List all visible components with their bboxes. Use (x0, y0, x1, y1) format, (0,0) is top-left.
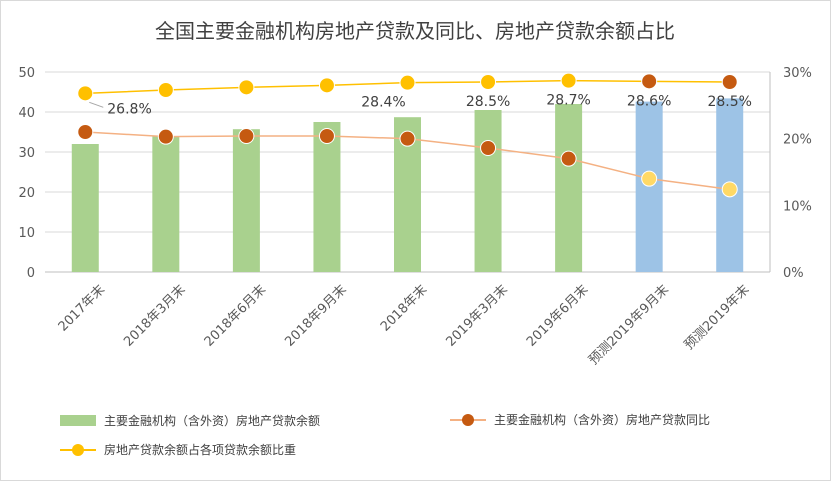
y-right-tick-label: 10% (783, 199, 812, 214)
y-right-tick-label: 20% (783, 133, 812, 148)
line-series (77, 72, 738, 198)
chart-title: 全国主要金融机构房地产贷款及同比、房地产贷款余额占比 (155, 19, 675, 43)
y-left-tick-label: 0 (27, 266, 35, 281)
point-yoy (238, 128, 255, 144)
point-share (77, 85, 94, 102)
y-left-tick-label: 30 (18, 146, 35, 161)
legend-item-loan-balance: 主要金融机构（含外资）房地产贷款余额 (60, 412, 320, 429)
y-left-tick-label: 20 (18, 186, 35, 201)
data-label: 28.7% (546, 93, 590, 109)
bar (71, 144, 99, 272)
y-right-tick-label: 30% (783, 66, 812, 81)
data-label: 28.5% (466, 94, 510, 110)
point-yoy (721, 181, 738, 198)
bar (152, 136, 180, 272)
legend-label: 房地产贷款余额占各项贷款余额比重 (104, 443, 297, 457)
data-label: 28.6% (627, 93, 671, 109)
y-left-tick-label: 10 (18, 226, 35, 241)
point-yoy (560, 150, 577, 167)
point-yoy (399, 130, 416, 147)
point-share (157, 82, 174, 98)
point-yoy (157, 128, 174, 145)
point-share (480, 74, 497, 90)
point-yoy (641, 170, 658, 187)
bar (635, 101, 663, 272)
point-share (399, 74, 416, 91)
point-share (318, 77, 335, 94)
point-share (641, 73, 658, 90)
point-yoy (77, 124, 94, 140)
y-right-tick-label: 0% (783, 266, 804, 281)
data-label-leader (89, 101, 104, 108)
bar (313, 122, 341, 272)
legend-item-loan-share: 房地产贷款余额占各项贷款余额比重 (60, 441, 296, 458)
legend-item-yoy-growth: 主要金融机构（含外资）房地产贷款同比 (450, 411, 710, 428)
point-share (560, 72, 577, 89)
bar-series (71, 98, 744, 273)
y-left-tick-label: 50 (18, 66, 35, 81)
point-yoy (480, 140, 497, 156)
point-yoy (318, 128, 335, 144)
legend-swatch-line-dot (450, 413, 486, 426)
bar (555, 104, 583, 272)
point-share (238, 79, 255, 96)
data-label: 26.8% (107, 101, 151, 117)
point-share (721, 74, 738, 90)
legend-swatch-bar (60, 415, 96, 426)
legend-label: 主要金融机构（含外资）房地产贷款余额 (104, 414, 321, 428)
bar (474, 110, 502, 272)
legend-swatch-line-dot (60, 443, 96, 456)
data-label: 28.5% (707, 94, 751, 110)
data-labels: 26.8% 28.4% 28.5% 28.7% 28.6% 28.5% (89, 93, 752, 117)
bar (232, 129, 260, 272)
data-label: 28.4% (361, 95, 405, 111)
y-left-tick-label: 40 (18, 106, 35, 121)
legend-label: 主要金融机构（含外资）房地产贷款同比 (494, 413, 711, 427)
